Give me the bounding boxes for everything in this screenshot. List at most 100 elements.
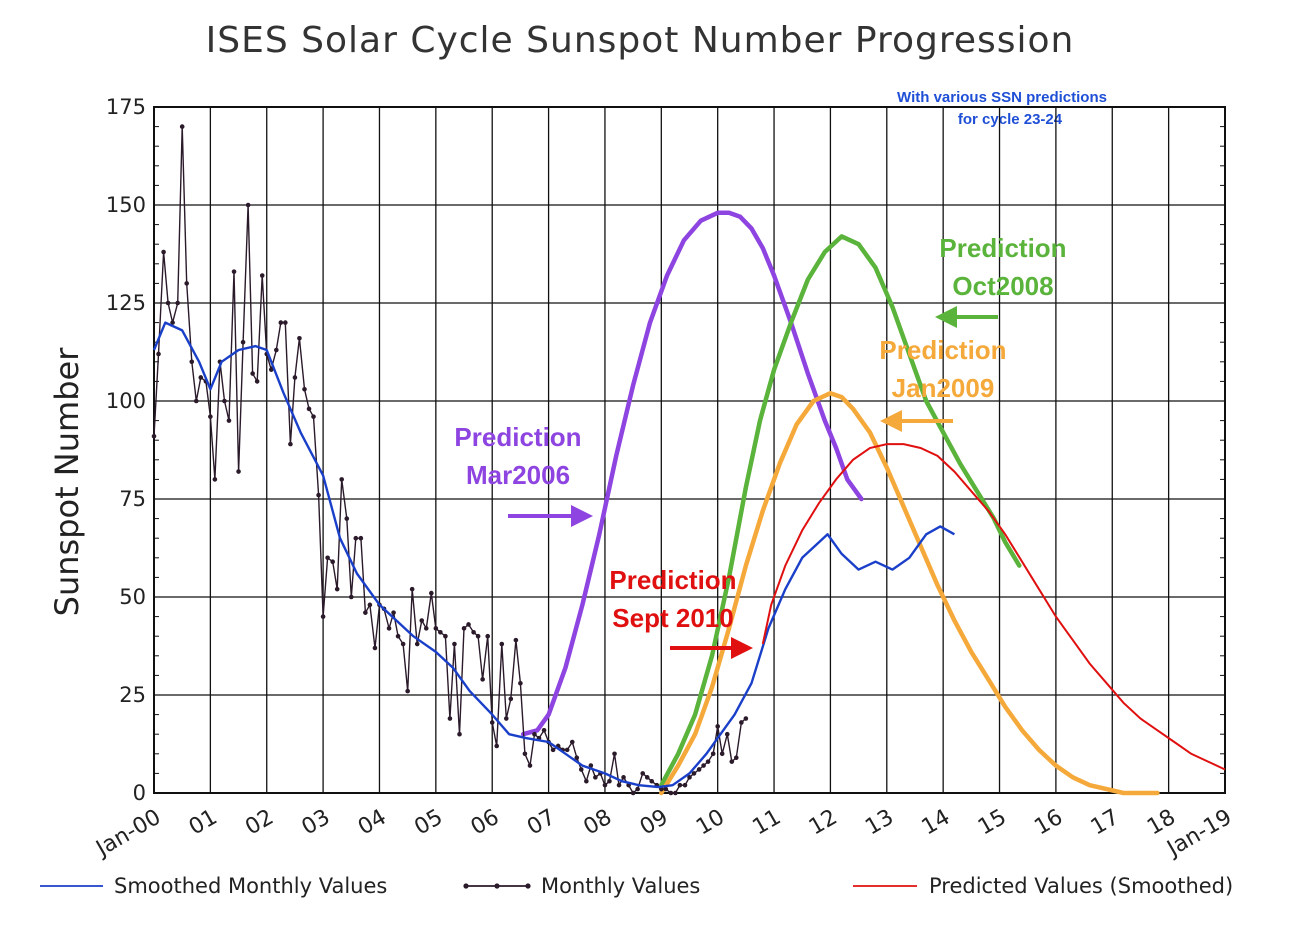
prediction-label: Prediction (609, 565, 736, 595)
prediction-annotations: Prediction Mar2006 Prediction Oct2008 Predic… (454, 233, 1067, 659)
monthly-value-point (240, 339, 246, 345)
monthly-value-point (593, 775, 598, 780)
axis-ticks: 0 25 50 75 100 125 150 175 Jan-00 01 02 03 04 05 06 07 0… (91, 95, 1237, 862)
monthly-value-point (165, 300, 171, 306)
monthly-value-point (701, 763, 706, 768)
monthly-value-point (729, 759, 735, 764)
monthly-value-point (306, 406, 312, 412)
monthly-value-point (348, 594, 354, 600)
monthly-value-point (668, 790, 674, 796)
monthly-value-point (339, 477, 345, 482)
monthly-value-point (569, 739, 575, 745)
x-tick-label: Jan-19 (1162, 805, 1237, 863)
monthly-value-point (325, 555, 330, 561)
monthly-value-point (334, 586, 340, 592)
legend-label: Predicted Values (Smoothed) (929, 874, 1233, 898)
monthly-value-point (320, 614, 326, 619)
monthly-value-point (480, 677, 485, 682)
y-tick-label: 25 (119, 683, 146, 707)
x-tick-label: Jan-00 (91, 805, 166, 863)
monthly-value-point (156, 351, 161, 357)
legend-marker (463, 883, 469, 889)
x-tick-label: 14 (918, 805, 955, 841)
legend: Smoothed Monthly Values Monthly Values Pre… (40, 874, 1233, 898)
monthly-value-point (499, 641, 505, 647)
prediction-curve (520, 210, 864, 737)
monthly-value-point (733, 755, 739, 761)
monthly-value-point (574, 755, 580, 761)
prediction-label: Sept 2010 (612, 603, 733, 633)
monthly-value-point (461, 626, 467, 631)
monthly-value-point (288, 441, 293, 447)
legend-label: Smoothed Monthly Values (114, 874, 387, 898)
monthly-value-point (518, 680, 523, 686)
monthly-value-point (602, 782, 608, 788)
monthly-value-point (635, 786, 640, 792)
monthly-value-point (466, 622, 471, 627)
monthly-value-point (372, 645, 378, 651)
prediction-label: Prediction (879, 335, 1006, 365)
x-tick-label: 06 (467, 805, 504, 841)
monthly-value-point (621, 775, 626, 780)
monthly-value-point (423, 626, 429, 631)
monthly-value-point (292, 375, 298, 380)
prediction-curve (659, 390, 1160, 796)
monthly-value-point (358, 535, 364, 541)
x-tick-label: 11 (749, 805, 786, 841)
monthly-value-point (743, 716, 749, 721)
monthly-value-point (316, 492, 321, 498)
monthly-value-point (489, 720, 495, 725)
monthly-value-point (274, 347, 279, 353)
monthly-value-point (429, 590, 434, 596)
monthly-value-point (513, 637, 519, 643)
monthly-value-point (649, 778, 655, 784)
monthly-value-point (443, 633, 448, 639)
monthly-value-point (719, 751, 725, 757)
y-tick-label: 150 (106, 193, 146, 217)
x-tick-label: 09 (636, 805, 673, 841)
monthly-value-point (541, 727, 547, 733)
monthly-value-point (208, 414, 213, 419)
monthly-value-point (588, 763, 594, 768)
grid (153, 106, 1226, 794)
monthly-value-point (522, 751, 528, 757)
monthly-value-point (226, 418, 232, 423)
y-tick-label: 125 (106, 291, 146, 315)
monthly-value-point (673, 790, 678, 796)
y-tick-label: 75 (119, 487, 146, 511)
monthly-value-point (386, 626, 392, 631)
monthly-value-point (494, 743, 500, 749)
plot-frame (153, 106, 1226, 794)
monthly-value-point (677, 782, 683, 788)
monthly-value-point (353, 535, 359, 541)
x-tick-label: 03 (298, 805, 335, 841)
monthly-value-point (471, 629, 476, 635)
y-tick-label: 50 (119, 585, 146, 609)
monthly-value-point (612, 751, 617, 757)
monthly-value-point (175, 300, 180, 306)
monthly-value-point (193, 398, 199, 404)
monthly-value-point (245, 202, 251, 208)
prediction-arrow-head (731, 637, 753, 659)
monthly-value-point (367, 602, 373, 608)
monthly-value-point (414, 641, 420, 647)
monthly-value-point (236, 469, 241, 474)
monthly-value-point (527, 763, 533, 768)
monthly-value-point (584, 778, 589, 784)
monthly-value-point (161, 249, 166, 255)
monthly-value-point (391, 610, 396, 615)
monthly-value-point (330, 559, 335, 565)
x-tick-label: 13 (861, 805, 898, 841)
prediction-label: Prediction (939, 233, 1066, 263)
monthly-value-point (198, 375, 204, 380)
x-tick-label: 05 (410, 805, 447, 841)
monthly-value-point (691, 771, 697, 776)
monthly-value-point (268, 367, 274, 372)
monthly-value-point (710, 751, 716, 757)
monthly-value-point (311, 414, 316, 419)
monthly-value-point (419, 618, 425, 623)
prediction-arrow-head (571, 505, 593, 527)
monthly-value-point (532, 731, 537, 737)
x-tick-label: 10 (692, 805, 729, 841)
x-tick-label: 02 (241, 805, 278, 841)
